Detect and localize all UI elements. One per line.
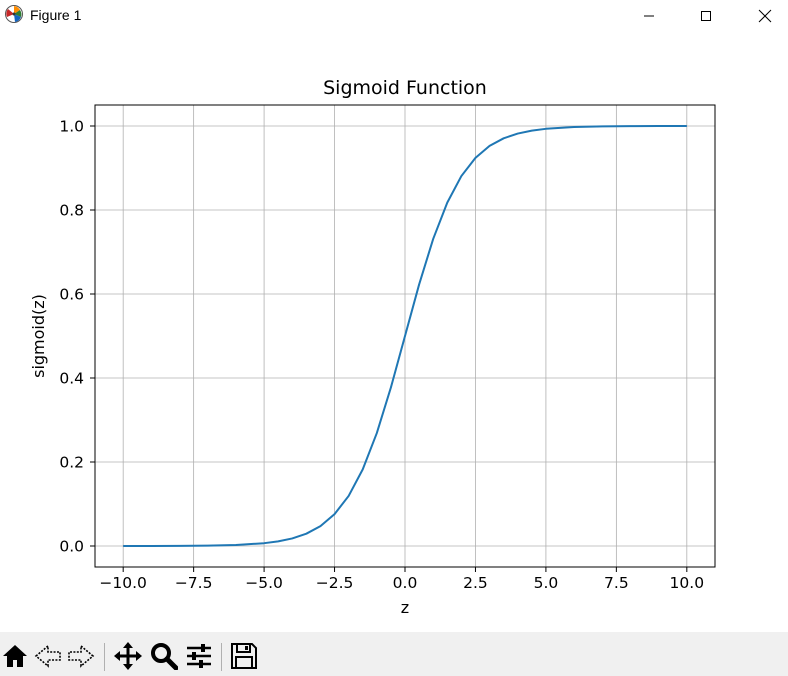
y-tick-label: 1.0 bbox=[59, 118, 84, 136]
x-tick-label: −7.5 bbox=[175, 574, 213, 592]
minimize-icon bbox=[644, 15, 654, 16]
grid bbox=[95, 105, 715, 567]
maximize-icon bbox=[701, 10, 711, 21]
y-tick-label: 0.6 bbox=[59, 286, 84, 304]
window-title: Figure 1 bbox=[30, 7, 82, 23]
ticks: −10.0 −7.5 −5.0 −2.5 0.0 2.5 5.0 7.5 10.0 0.0 0.2 0… bbox=[59, 118, 704, 593]
x-tick-label: −2.5 bbox=[316, 574, 354, 592]
configure-subplots-icon bbox=[187, 644, 211, 668]
chart-title: Sigmoid Function bbox=[323, 77, 487, 99]
window-titlebar: Figure 1 bbox=[0, 0, 788, 31]
figure-canvas: −10.0 −7.5 −5.0 −2.5 0.0 2.5 5.0 7.5 10.0 0.0 0.2 0… bbox=[0, 32, 788, 632]
configure-subplots-button[interactable] bbox=[184, 641, 214, 671]
home-icon bbox=[3, 645, 27, 667]
x-tick-label: −10.0 bbox=[99, 574, 147, 592]
x-tick-label: 10.0 bbox=[670, 574, 705, 592]
save-icon bbox=[231, 643, 257, 669]
toolbar-separator bbox=[104, 643, 105, 671]
y-tick-label: 0.8 bbox=[59, 202, 84, 220]
x-tick-label: 0.0 bbox=[393, 574, 418, 592]
matplotlib-logo-icon bbox=[4, 4, 24, 24]
forward-icon bbox=[68, 644, 95, 668]
x-tick-label: 2.5 bbox=[463, 574, 488, 592]
y-tick-label: 0.4 bbox=[59, 370, 84, 388]
x-tick-label: 7.5 bbox=[604, 574, 629, 592]
navigation-toolbar bbox=[0, 632, 788, 676]
x-tick-label: −5.0 bbox=[245, 574, 283, 592]
forward-button[interactable] bbox=[66, 641, 96, 671]
home-button[interactable] bbox=[0, 641, 30, 671]
series-layer bbox=[123, 125, 687, 547]
y-tick-label: 0.2 bbox=[59, 454, 84, 472]
y-axis-label: sigmoid(z) bbox=[29, 294, 48, 378]
zoom-icon bbox=[151, 643, 178, 670]
minimize-button[interactable] bbox=[626, 0, 672, 31]
series-line bbox=[123, 125, 687, 547]
pan-button[interactable] bbox=[113, 641, 143, 671]
save-button[interactable] bbox=[229, 641, 259, 671]
x-axis-label: z bbox=[401, 598, 409, 617]
close-button[interactable] bbox=[742, 0, 788, 31]
toolbar-separator bbox=[221, 643, 222, 671]
chart: −10.0 −7.5 −5.0 −2.5 0.0 2.5 5.0 7.5 10.0 0.0 0.2 0… bbox=[29, 77, 716, 617]
back-icon bbox=[34, 644, 61, 668]
y-tick-label: 0.0 bbox=[59, 538, 84, 556]
pan-icon bbox=[114, 642, 142, 670]
close-icon bbox=[758, 9, 772, 22]
zoom-button[interactable] bbox=[149, 641, 179, 671]
maximize-button[interactable] bbox=[683, 0, 729, 31]
x-tick-label: 5.0 bbox=[534, 574, 559, 592]
back-button[interactable] bbox=[33, 641, 63, 671]
